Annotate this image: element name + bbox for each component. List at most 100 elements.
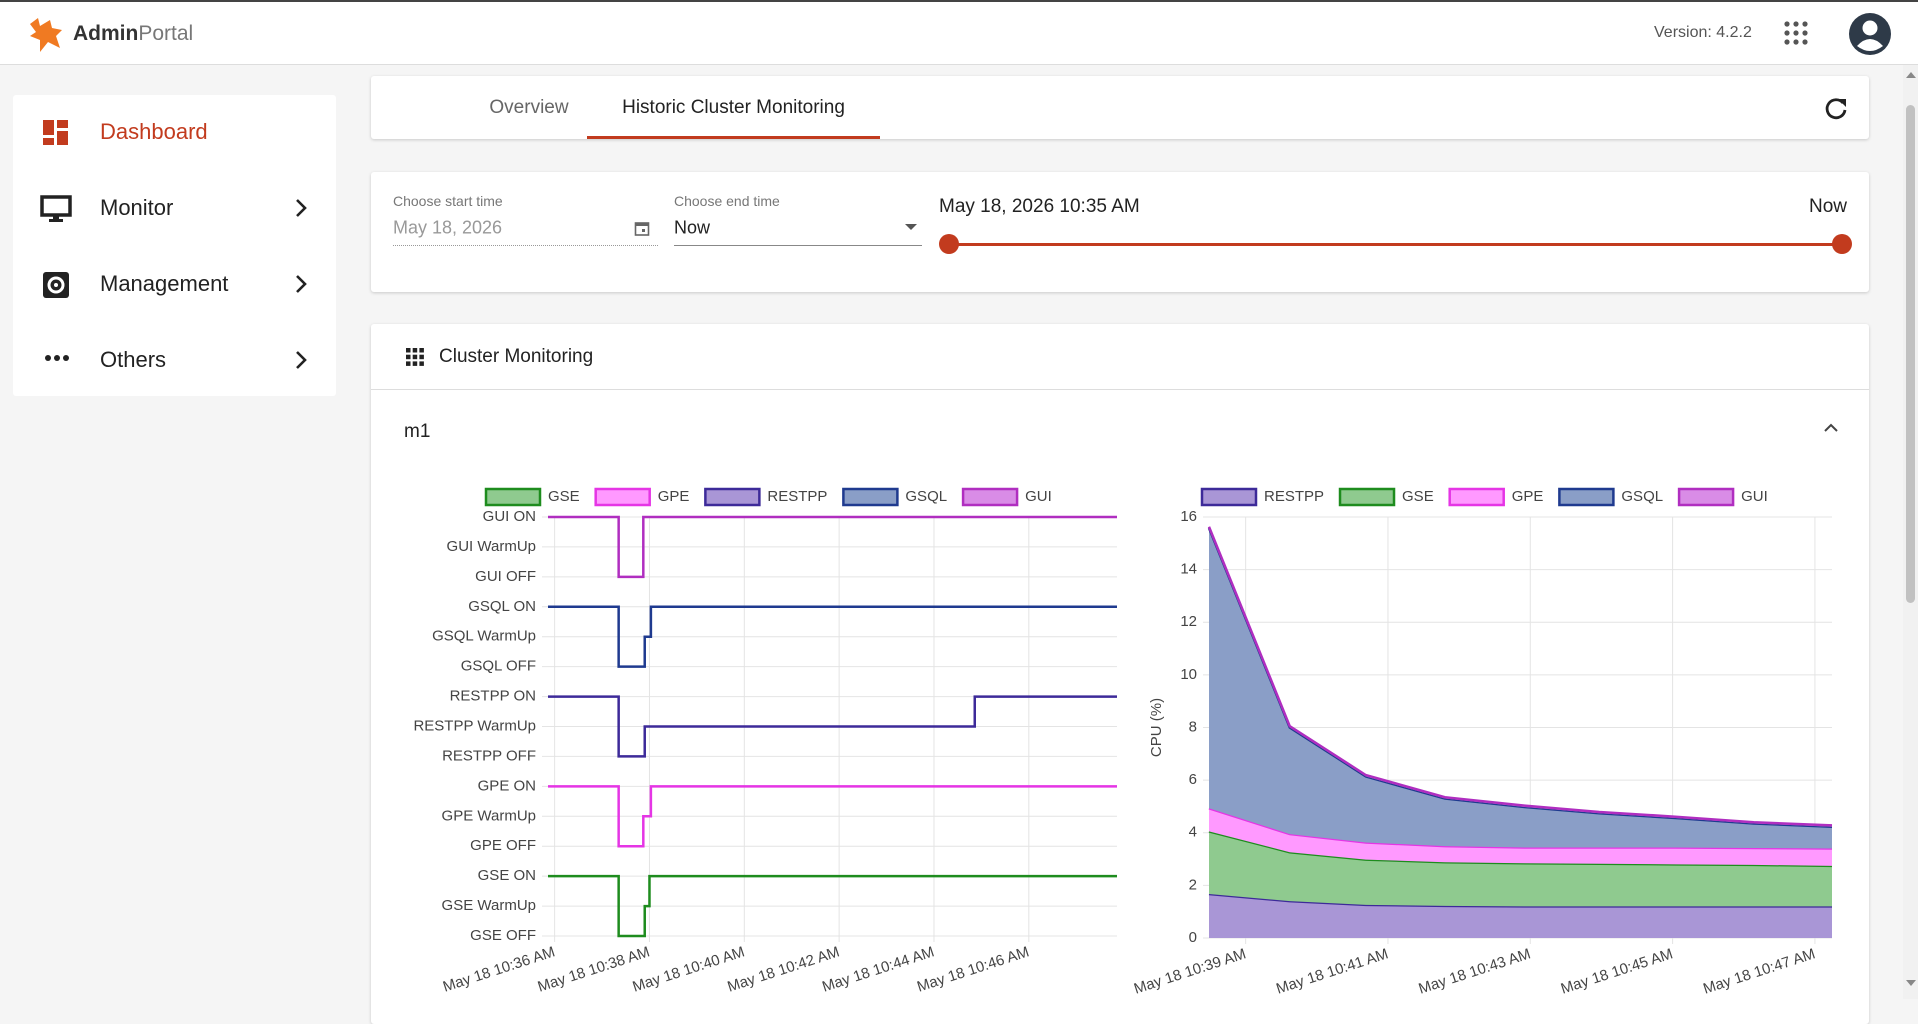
- charts: GUI ON GUI WarmUp GUI OFF GSQL ON GSQL WarmU…: [413, 487, 1833, 998]
- start-underline: [393, 245, 658, 246]
- start-label: Choose start time: [393, 193, 503, 209]
- range-end: Now: [1808, 196, 1847, 217]
- legend-swatch: [1448, 487, 1505, 507]
- apps-icon[interactable]: [1784, 21, 1808, 45]
- status-line: [548, 785, 1117, 848]
- y-tick-label: 0: [1189, 929, 1197, 946]
- y-tick-label: 16: [1180, 508, 1197, 525]
- grid-icon: [406, 348, 424, 366]
- brand-primary: Admin: [73, 22, 139, 45]
- y-tick-label: GSE WarmUp: [442, 897, 536, 914]
- slider-thumb[interactable]: [1832, 234, 1852, 254]
- status-line: [548, 695, 1117, 758]
- scrollbar: [1903, 65, 1918, 999]
- range-start: May 18, 2026 10:35 AM: [939, 196, 1140, 217]
- legend-label: GSE: [1402, 488, 1434, 505]
- collapse-icon[interactable]: [1822, 421, 1840, 435]
- tab[interactable]: Overview: [489, 97, 569, 118]
- y-tick-label: 4: [1189, 824, 1197, 841]
- y-tick-label: GUI OFF: [475, 568, 536, 585]
- legend-label: GPE: [1512, 488, 1544, 505]
- tabs-card: Overview Historic Cluster Monitoring: [371, 76, 1869, 139]
- area-line: [1207, 526, 1833, 827]
- nav-item[interactable]: Dashboard: [100, 119, 208, 144]
- legend-label: RESTPP: [767, 488, 827, 505]
- legend-label: GUI: [1025, 488, 1052, 505]
- x-tick-label: May 18 10:45 AM: [1559, 945, 1675, 997]
- y-tick-label: 12: [1180, 613, 1197, 630]
- y-tick-label: 10: [1180, 666, 1197, 683]
- y-axis-label: CPU (%): [1148, 698, 1165, 757]
- legend-label: GSQL: [905, 488, 947, 505]
- slider-track: [950, 243, 1842, 246]
- status-line: [548, 515, 1117, 579]
- y-tick-label: 2: [1189, 876, 1197, 893]
- status-line: [548, 874, 1117, 938]
- y-tick-label: GSQL WarmUp: [432, 628, 536, 645]
- y-tick-label: 6: [1189, 771, 1197, 788]
- y-tick-label: GPE ON: [478, 777, 536, 794]
- brand-secondary: Portal: [138, 22, 194, 45]
- area-fill: [1209, 808, 1832, 866]
- area-fill: [1209, 831, 1832, 907]
- avatar[interactable]: [1848, 12, 1892, 56]
- slider-thumb[interactable]: [939, 234, 959, 254]
- management-icon: [43, 272, 69, 298]
- start-value[interactable]: May 18, 2026: [393, 217, 503, 238]
- scroll-up[interactable]: [1906, 71, 1916, 79]
- y-tick-label: GUI ON: [483, 508, 536, 525]
- nav-item[interactable]: Monitor: [100, 195, 174, 220]
- header: AdminPortal Version: 4.2.2: [0, 0, 1918, 65]
- y-tick-label: 8: [1189, 718, 1197, 735]
- end-label: Choose end time: [674, 193, 780, 209]
- y-tick-label: GSE ON: [478, 867, 536, 884]
- legend-swatch: [484, 487, 542, 507]
- brand: AdminPortal: [73, 22, 193, 46]
- end-underline: [674, 245, 922, 246]
- section-title: m1: [404, 421, 431, 442]
- refresh-icon[interactable]: [1823, 96, 1849, 122]
- tab-active[interactable]: Historic Cluster Monitoring: [622, 97, 845, 118]
- y-tick-label: 14: [1180, 561, 1197, 578]
- x-tick-label: May 18 10:43 AM: [1416, 945, 1532, 997]
- legend-swatch: [961, 487, 1019, 507]
- x-tick-label: May 18 10:39 AM: [1132, 945, 1248, 997]
- nav-item[interactable]: Others: [100, 347, 167, 372]
- legend-label: RESTPP: [1264, 488, 1324, 505]
- monitor-icon: [40, 195, 72, 222]
- tab-indicator: [587, 136, 880, 139]
- filter-card: Choose start time May 18, 2026 Choose en…: [371, 172, 1869, 292]
- status-line: [548, 605, 1117, 668]
- x-tick-label: May 18 10:41 AM: [1274, 945, 1390, 997]
- legend-swatch: [1200, 487, 1258, 507]
- y-tick-label: GSQL ON: [468, 598, 536, 615]
- y-tick-label: RESTPP OFF: [442, 747, 536, 764]
- scroll-down[interactable]: [1906, 979, 1916, 987]
- scroll-thumb[interactable]: [1906, 105, 1915, 603]
- y-tick-label: GPE WarmUp: [442, 807, 536, 824]
- legend-swatch: [1677, 487, 1735, 507]
- page: AdminPortal Version: 4.2.2 Dashboard Mon…: [0, 0, 1918, 999]
- dashboard-icon: [43, 120, 68, 145]
- legend-swatch: [594, 487, 651, 507]
- chevron: [296, 199, 307, 217]
- legend-label: GUI: [1741, 488, 1768, 505]
- end-value[interactable]: Now: [674, 217, 711, 238]
- y-tick-label: RESTPP ON: [450, 688, 536, 705]
- legend-swatch: [842, 487, 899, 507]
- version: Version: 4.2.2: [1654, 24, 1752, 41]
- legend-label: GSE: [548, 488, 580, 505]
- y-tick-label: GSE OFF: [470, 927, 536, 944]
- area-fill: [1209, 528, 1832, 849]
- chevron: [296, 275, 307, 293]
- sidebar: Dashboard Monitor Management Others: [13, 95, 336, 396]
- legend-swatch: [704, 487, 761, 507]
- y-tick-label: GPE OFF: [470, 837, 536, 854]
- y-tick-label: GSQL OFF: [461, 658, 536, 675]
- legend-label: GPE: [658, 488, 690, 505]
- legend-swatch: [1338, 487, 1396, 507]
- nav-item[interactable]: Management: [100, 271, 229, 296]
- dropdown-arrow[interactable]: [904, 222, 918, 232]
- calendar-icon[interactable]: [634, 220, 650, 237]
- chevron: [296, 351, 307, 369]
